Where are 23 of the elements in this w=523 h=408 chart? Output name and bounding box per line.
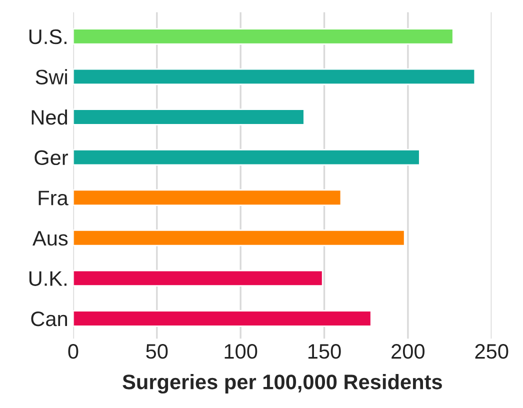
bar xyxy=(73,270,324,287)
x-axis-title: Surgeries per 100,000 Residents xyxy=(122,374,442,394)
y-tick-label: Ned xyxy=(32,109,68,125)
y-tick-label: Aus xyxy=(32,231,68,246)
y-tick-label: Swi xyxy=(36,69,67,84)
bar xyxy=(73,189,342,206)
x-tick-label: 0 xyxy=(68,344,78,359)
y-tick-label: U.K. xyxy=(29,271,66,286)
bar xyxy=(73,28,454,45)
x-tick-label: 100 xyxy=(224,344,258,359)
y-tick-label: Ger xyxy=(34,150,68,166)
x-tick-label: 200 xyxy=(392,344,425,359)
x-tick-label: 50 xyxy=(146,344,168,359)
bar xyxy=(73,310,372,327)
x-tick-label: 150 xyxy=(308,344,341,359)
bar xyxy=(73,148,420,166)
x-tick-label: 250 xyxy=(475,344,508,359)
bar xyxy=(73,230,406,246)
y-tick-label: Fra xyxy=(38,190,68,206)
y-tick-label: Can xyxy=(31,311,68,326)
bar xyxy=(73,108,305,126)
bar xyxy=(73,68,476,86)
y-tick-label: U.S. xyxy=(29,29,66,44)
